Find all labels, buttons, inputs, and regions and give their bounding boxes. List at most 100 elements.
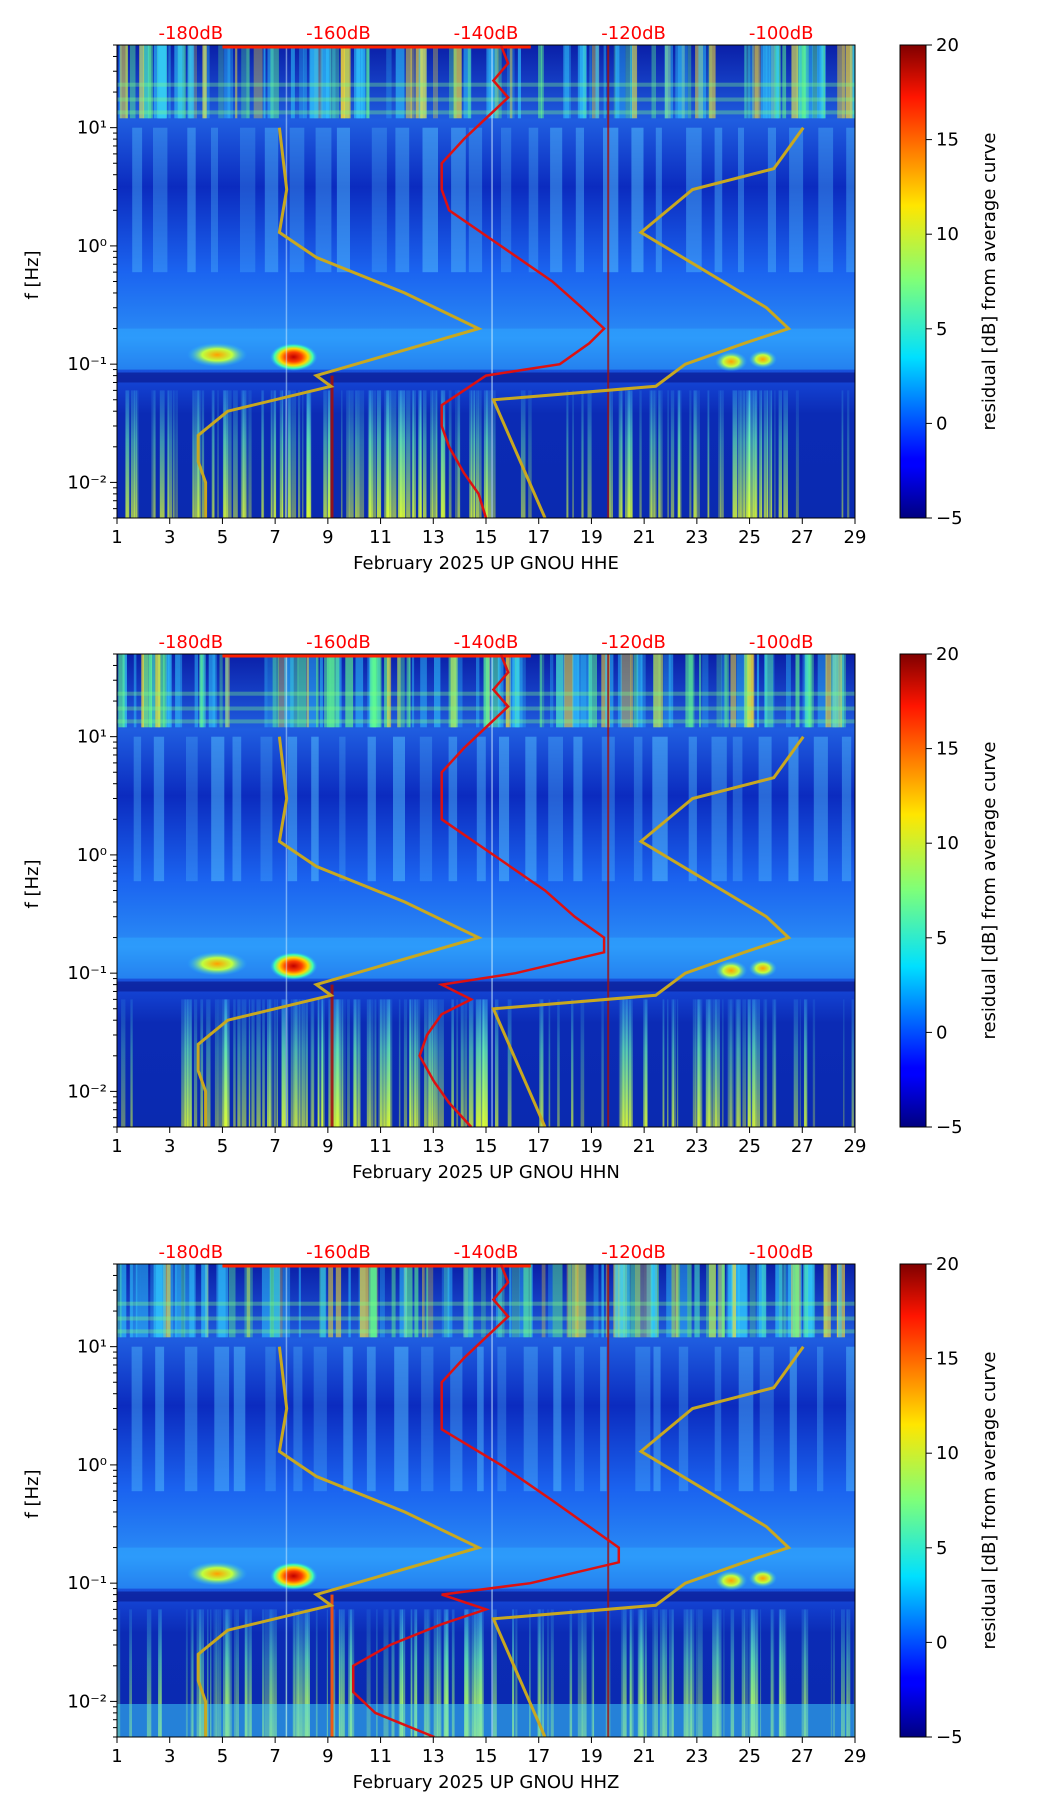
day-stripe: [311, 736, 319, 882]
lf-streak: [386, 390, 390, 518]
lf-streak: [192, 390, 195, 518]
db-label: -160dB: [306, 632, 371, 653]
lf-streak: [542, 1609, 544, 1737]
hf-noise-stripe: [399, 1264, 407, 1338]
lf-streak: [279, 390, 284, 518]
hf-noise-stripe: [593, 1264, 599, 1338]
day-stripe: [367, 736, 376, 882]
hf-noise-stripe: [158, 654, 165, 728]
lf-streak: [812, 999, 816, 1127]
lf-streak: [323, 390, 327, 518]
hf-noise-stripe: [184, 1264, 194, 1338]
lf-streak: [853, 1609, 855, 1737]
lf-streak: [272, 1609, 277, 1737]
lf-streak: [737, 390, 741, 518]
hf-noise-stripe: [791, 45, 799, 119]
hf-noise-stripe: [359, 1264, 369, 1338]
hf-noise-stripe: [509, 1264, 512, 1338]
day-stripe: [635, 1346, 651, 1492]
hf-noise-stripe: [165, 654, 169, 728]
lf-streak: [804, 999, 807, 1127]
hf-noise-stripe: [422, 1264, 425, 1338]
hf-noise-stripe: [329, 654, 340, 728]
hf-noise-stripe: [449, 45, 457, 119]
hf-noise-stripe: [615, 1264, 624, 1338]
hf-noise-band: [117, 706, 855, 711]
hf-noise-stripe: [201, 654, 206, 728]
lf-streak: [226, 1609, 230, 1737]
day-stripe: [419, 736, 433, 882]
day-stripe: [187, 127, 196, 273]
psd-curve: [418, 654, 606, 1127]
hf-noise-stripe: [153, 45, 159, 119]
lf-streak: [695, 1609, 699, 1737]
hf-noise-stripe: [837, 45, 845, 119]
hf-noise-stripe: [566, 1264, 571, 1338]
db-label: -180dB: [158, 632, 223, 653]
day-stripe: [448, 736, 458, 882]
hf-noise-stripe: [158, 654, 166, 728]
lf-streak: [750, 390, 754, 518]
colorbar-tick-label: 15: [936, 130, 959, 151]
day-stripe: [767, 127, 776, 273]
day-stripe: [523, 1346, 538, 1492]
lf-streak: [413, 1609, 418, 1737]
hot-spot: [187, 342, 248, 367]
hf-noise-stripe: [218, 45, 224, 119]
day-stripe: [450, 1346, 463, 1492]
lf-streak: [690, 1609, 695, 1737]
hf-noise-stripe: [175, 1264, 182, 1338]
x-tick-label: 1: [111, 1136, 122, 1157]
hf-noise-stripe: [140, 1264, 149, 1338]
hf-noise-stripe: [426, 1264, 434, 1338]
hf-noise-stripe: [201, 1264, 208, 1338]
lf-streak: [344, 999, 346, 1127]
lf-streak: [323, 999, 325, 1127]
psd-curve: [351, 1264, 621, 1737]
y-axis-label: f [Hz]: [22, 1469, 43, 1518]
hf-noise-stripe: [803, 1264, 809, 1338]
db-label: -120dB: [601, 23, 666, 44]
lf-streak: [830, 1609, 833, 1737]
y-tick-label: 10⁻²: [67, 472, 107, 493]
hf-noise-stripe: [130, 1264, 133, 1338]
hf-noise-stripe: [434, 654, 441, 728]
lf-streak: [406, 390, 411, 518]
hf-noise-stripe: [801, 45, 809, 119]
lf-streak: [833, 1609, 835, 1737]
hf-noise-stripe: [329, 45, 339, 119]
hf-noise-stripe: [496, 1264, 502, 1338]
hf-noise-stripe: [335, 1264, 342, 1338]
hf-noise-stripe: [150, 1264, 156, 1338]
hf-noise-stripe: [218, 1264, 228, 1338]
lf-streak: [452, 999, 454, 1127]
hf-noise-stripe: [838, 654, 845, 728]
hf-noise-stripe: [505, 654, 511, 728]
x-tick-label: 15: [475, 1136, 498, 1157]
lf-streak: [130, 999, 133, 1127]
hf-noise-stripe: [189, 1264, 196, 1338]
lf-streak: [270, 1609, 274, 1737]
hf-noise-stripe: [804, 654, 809, 728]
hf-noise-stripe: [576, 654, 587, 728]
hf-noise-stripe: [681, 45, 685, 119]
day-stripe: [343, 1346, 353, 1492]
db-label: -180dB: [158, 1242, 223, 1263]
day-stripe: [738, 1346, 754, 1492]
lf-streak: [664, 1609, 668, 1737]
lf-streak: [299, 999, 303, 1127]
x-tick-label: 9: [322, 1746, 333, 1767]
lf-streak: [667, 999, 669, 1127]
lf-streak: [121, 999, 126, 1127]
x-tick-label: 5: [217, 1136, 228, 1157]
lf-streak: [249, 1609, 252, 1737]
lf-streak: [230, 1609, 232, 1737]
hf-noise-stripe: [415, 45, 423, 119]
hf-noise-stripe: [306, 654, 309, 728]
day-stripe: [841, 736, 852, 882]
hf-noise-stripe: [677, 45, 688, 119]
lf-streak: [492, 1609, 497, 1737]
day-stripe: [289, 127, 305, 273]
day-stripe: [573, 736, 583, 882]
hf-noise-stripe: [792, 1264, 799, 1338]
